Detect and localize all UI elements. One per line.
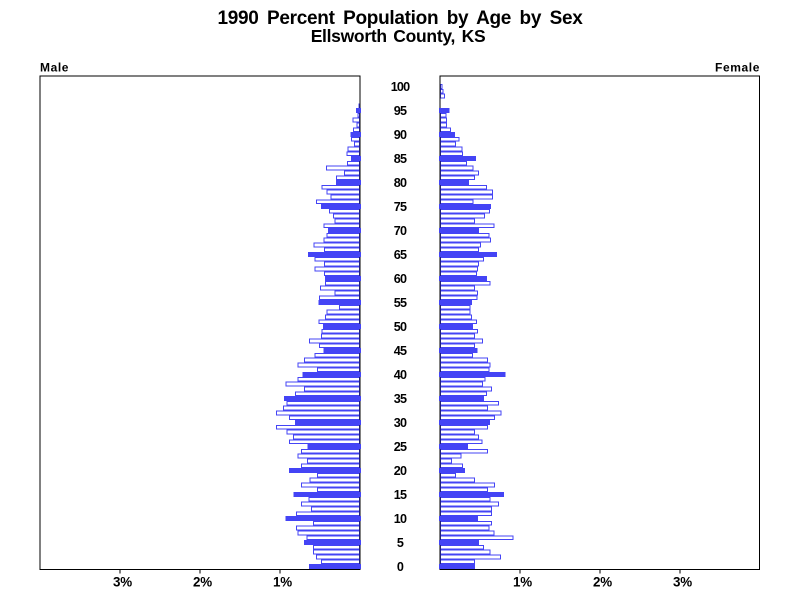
svg-text:40: 40 <box>394 368 407 382</box>
svg-text:35: 35 <box>394 392 407 406</box>
svg-text:3%: 3% <box>673 574 692 589</box>
svg-text:1990 Percent Population by Age: 1990 Percent Population by Age by Sex <box>217 8 583 29</box>
svg-text:Male: Male <box>40 61 69 75</box>
svg-text:15: 15 <box>394 488 407 502</box>
svg-text:1%: 1% <box>513 574 532 589</box>
svg-text:70: 70 <box>394 224 407 238</box>
svg-text:30: 30 <box>394 416 407 430</box>
svg-text:100: 100 <box>391 80 410 94</box>
svg-text:0: 0 <box>397 560 404 574</box>
svg-text:2%: 2% <box>593 574 612 589</box>
svg-text:Female: Female <box>715 61 760 75</box>
svg-text:90: 90 <box>394 128 407 142</box>
svg-text:85: 85 <box>394 152 407 166</box>
svg-text:Ellsworth County, KS: Ellsworth County, KS <box>311 26 486 46</box>
svg-text:65: 65 <box>394 248 407 262</box>
svg-text:55: 55 <box>394 296 407 310</box>
svg-text:5: 5 <box>397 536 404 550</box>
svg-text:60: 60 <box>394 272 407 286</box>
svg-text:80: 80 <box>394 176 407 190</box>
svg-text:3%: 3% <box>113 574 132 589</box>
svg-text:20: 20 <box>394 464 407 478</box>
svg-text:1%: 1% <box>273 574 292 589</box>
svg-text:45: 45 <box>394 344 407 358</box>
svg-text:95: 95 <box>394 104 407 118</box>
svg-text:75: 75 <box>394 200 407 214</box>
svg-text:10: 10 <box>394 512 407 526</box>
svg-text:25: 25 <box>394 440 407 454</box>
svg-text:2%: 2% <box>193 574 212 589</box>
svg-text:50: 50 <box>394 320 407 334</box>
